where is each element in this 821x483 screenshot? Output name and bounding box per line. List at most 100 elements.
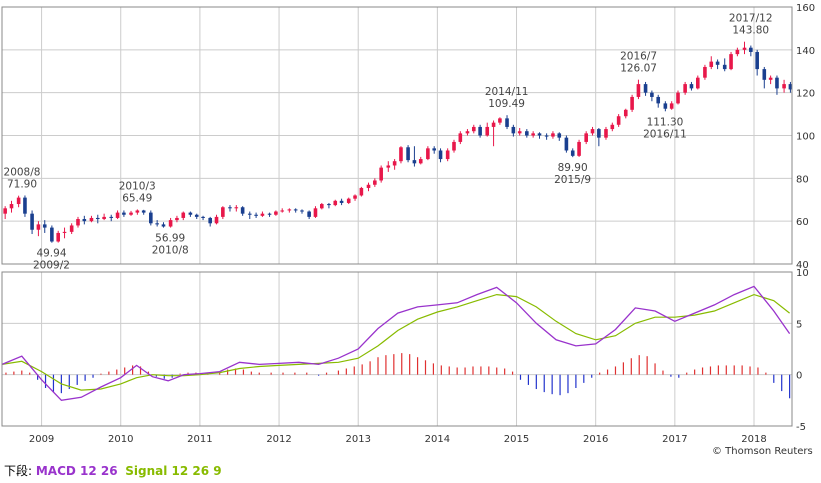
year-tick-label: 2013	[345, 434, 370, 445]
candle-body	[135, 210, 140, 213]
candle-body	[141, 210, 146, 213]
candle-body	[240, 207, 245, 214]
candle-body	[267, 213, 272, 215]
annotation-value: 143.80	[732, 25, 769, 37]
legend-prefix: 下段:	[4, 464, 36, 478]
candle-body	[590, 129, 595, 134]
candle-body	[663, 103, 668, 109]
annotation-date: 2010/8	[152, 245, 189, 257]
candle-body	[722, 64, 727, 70]
candle-body	[89, 217, 94, 222]
candle-body	[703, 66, 707, 78]
candle-body	[247, 213, 252, 215]
year-tick-label: 2009	[29, 434, 54, 445]
macd-axis-ticks: -5 0 5 10	[796, 268, 809, 433]
year-tick-label: 2017	[662, 434, 687, 445]
candle-body	[782, 84, 786, 89]
candle-body	[327, 204, 331, 206]
candle-body	[76, 219, 80, 226]
candle-body	[155, 223, 159, 225]
candle-body	[30, 213, 34, 230]
annotation-date: 2016/7	[620, 51, 657, 63]
candle-body	[418, 159, 423, 164]
annotation-date: 2015/9	[554, 174, 591, 186]
candle-body	[36, 224, 41, 230]
candle-body	[564, 137, 569, 151]
candle-body	[676, 92, 680, 104]
candle-body	[478, 126, 482, 136]
candle-body	[696, 77, 700, 89]
candle-body	[339, 200, 344, 203]
year-tick-label: 2010	[108, 434, 133, 445]
candle-body	[366, 184, 371, 188]
candle-body	[636, 84, 641, 97]
candle-body	[491, 122, 496, 127]
candle-body	[570, 150, 575, 156]
year-tick-label: 2012	[266, 434, 291, 445]
candle-body	[623, 109, 628, 117]
candle-body	[749, 47, 753, 52]
price-panel-grid	[2, 7, 792, 264]
price-tick-label: 140	[796, 46, 815, 57]
price-annotations: 2008/871.9049.942009/22010/365.4956.9920…	[4, 13, 773, 272]
candle-body	[69, 225, 74, 232]
annotation-date: 2017/12	[729, 13, 773, 25]
candle-body	[307, 211, 311, 217]
candle-body	[293, 209, 298, 211]
candle-body	[161, 224, 166, 227]
candle-body	[319, 204, 324, 209]
candle-body	[689, 84, 694, 89]
annotation-value: 126.07	[620, 63, 657, 75]
candle-body	[346, 198, 351, 203]
candle-body	[254, 214, 258, 216]
candle-body	[102, 216, 106, 220]
candle-body	[426, 148, 430, 160]
candle-body	[412, 160, 417, 164]
candle-body	[465, 131, 470, 134]
price-tick-label: 120	[796, 89, 815, 100]
macd-tick-label: 5	[796, 319, 802, 330]
price-tick-label: 60	[796, 217, 809, 228]
candle-body	[610, 124, 615, 130]
candle-body	[432, 148, 437, 151]
candle-body	[313, 208, 318, 217]
candle-body	[188, 212, 193, 215]
macd-histogram	[5, 353, 791, 399]
candle-body	[175, 217, 179, 221]
annotation-value: 111.30	[647, 116, 684, 128]
candle-body	[735, 49, 740, 55]
candle-body	[788, 84, 793, 90]
candle-body	[729, 54, 733, 70]
candle-body	[683, 84, 687, 93]
annotation-value: 109.49	[488, 98, 525, 110]
candle-body	[616, 116, 621, 125]
macd-lines	[1, 285, 791, 401]
candle-body	[445, 150, 450, 160]
annotation-date: 2010/3	[119, 180, 156, 192]
candle-body	[762, 69, 767, 80]
candle-body	[392, 161, 397, 166]
candle-body	[399, 147, 403, 162]
candle-body	[406, 147, 410, 161]
year-tick-label: 2018	[741, 434, 766, 445]
candle-body	[485, 126, 490, 136]
copyright-notice: © Thomson Reuters	[712, 446, 813, 457]
year-tick-label: 2011	[187, 434, 212, 445]
candle-body	[525, 131, 529, 136]
candle-body	[471, 126, 476, 132]
candle-body	[95, 217, 100, 220]
candle-body	[287, 209, 292, 211]
annotation-date: 2009/2	[33, 260, 70, 272]
legend-signal: Signal 12 26 9	[125, 464, 222, 478]
candle-body	[373, 180, 377, 185]
year-tick-label: 2014	[425, 434, 450, 445]
annotation-value: 89.90	[558, 162, 588, 174]
candle-body	[537, 133, 542, 136]
candle-body	[584, 133, 588, 142]
candle-body	[9, 204, 14, 209]
candle-body	[201, 216, 205, 218]
candle-body	[333, 200, 338, 206]
candle-body	[168, 220, 173, 227]
candle-body	[630, 96, 634, 110]
candle-body	[274, 211, 278, 215]
